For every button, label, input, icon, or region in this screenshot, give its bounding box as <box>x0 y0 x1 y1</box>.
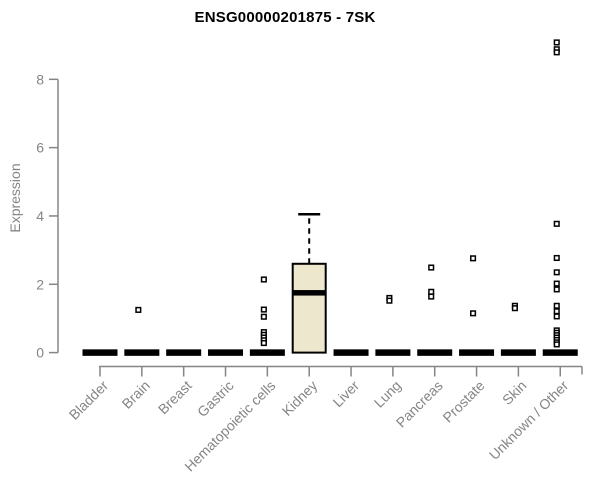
x-tick-label: Prostate <box>439 377 487 425</box>
outlier-point <box>553 341 560 348</box>
outlier-point <box>260 313 267 320</box>
collapsed-box <box>459 349 495 356</box>
collapsed-box <box>542 349 578 356</box>
outlier-point <box>260 276 267 283</box>
outlier-point <box>428 264 435 271</box>
x-tick-label: Unknown / Other <box>486 377 572 463</box>
x-tick-label: Breast <box>155 377 195 417</box>
outlier-point <box>260 306 267 313</box>
outlier-point <box>553 313 560 320</box>
y-tick-label: 0 <box>36 345 44 361</box>
outlier-point <box>428 288 435 295</box>
collapsed-box <box>375 349 411 356</box>
outlier-point <box>470 255 477 262</box>
collapsed-box <box>166 349 202 356</box>
collapsed-box <box>417 349 453 356</box>
collapsed-box <box>500 349 536 356</box>
outlier-point <box>553 39 560 46</box>
median-line <box>292 290 326 296</box>
y-tick-label: 8 <box>36 71 44 87</box>
outlier-point <box>553 302 560 309</box>
outlier-point <box>553 286 560 293</box>
chart-title: ENSG00000201875 - 7SK <box>194 9 376 26</box>
x-tick-label: Brain <box>119 377 153 411</box>
y-tick-label: 4 <box>36 208 44 224</box>
collapsed-box <box>249 349 285 356</box>
collapsed-box <box>124 349 160 356</box>
outlier-point <box>553 49 560 56</box>
outlier-point <box>553 220 560 227</box>
x-tick-label: Bladder <box>66 377 112 423</box>
outlier-point <box>553 269 560 276</box>
collapsed-box <box>82 349 118 356</box>
outlier-point <box>553 308 560 315</box>
outlier-point <box>553 280 560 287</box>
box <box>291 262 327 354</box>
y-tick-label: 6 <box>36 140 44 156</box>
x-tick-label: Skin <box>499 377 530 408</box>
x-tick-label: Lung <box>371 377 404 410</box>
outlier-point <box>135 306 142 313</box>
outlier-point <box>386 297 393 304</box>
y-tick-label: 2 <box>36 276 44 292</box>
outlier-point <box>511 305 518 312</box>
outlier-point <box>260 339 267 347</box>
collapsed-box <box>208 349 244 356</box>
collapsed-box <box>333 349 369 356</box>
x-tick-label: Kidney <box>279 377 321 419</box>
outlier-point <box>428 293 435 300</box>
x-tick-label: Liver <box>329 377 362 410</box>
outlier-point <box>470 310 477 317</box>
outlier-point <box>553 254 560 262</box>
